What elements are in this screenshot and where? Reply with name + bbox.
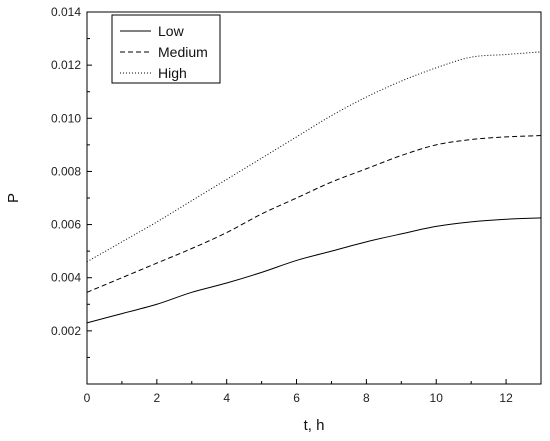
series-line-high xyxy=(86,51,542,263)
x-axis-ticks: 0 2 4 6 8 10 12 xyxy=(84,379,513,405)
x-tick-label: 12 xyxy=(499,391,513,405)
y-tick-label: 0.004 xyxy=(51,271,81,285)
x-axis-title: t, h xyxy=(304,417,325,434)
x-tick-label: 0 xyxy=(84,391,91,405)
y-tick-label: 0.008 xyxy=(51,164,81,178)
legend-box xyxy=(111,14,221,84)
y-tick-label: 0.010 xyxy=(51,111,81,125)
x-tick-label: 4 xyxy=(223,391,230,405)
legend: Low Medium High xyxy=(111,14,221,84)
legend-label-medium: Medium xyxy=(158,44,208,60)
x-tick-label: 2 xyxy=(154,391,161,405)
y-tick-label: 0.006 xyxy=(51,218,81,232)
series-line-low xyxy=(86,217,542,324)
series-lines xyxy=(86,51,542,324)
x-tick-label: 8 xyxy=(363,391,370,405)
y-tick-label: 0.012 xyxy=(51,58,81,72)
y-axis-ticks: 0.002 0.004 0.006 0.008 0.010 0.012 0.014 xyxy=(51,5,92,358)
series-line-medium xyxy=(86,135,542,293)
legend-label-low: Low xyxy=(158,23,185,39)
y-tick-label: 0.014 xyxy=(51,5,81,19)
x-tick-label: 6 xyxy=(293,391,300,405)
y-tick-label: 0.002 xyxy=(51,324,81,338)
y-axis-title: P xyxy=(5,193,22,203)
legend-label-high: High xyxy=(158,65,187,81)
x-tick-label: 10 xyxy=(430,391,444,405)
